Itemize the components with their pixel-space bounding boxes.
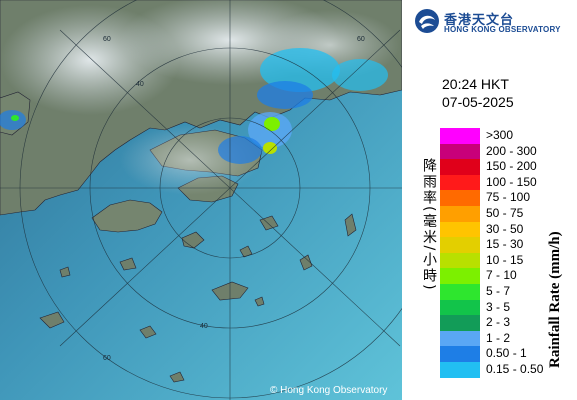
legend-swatch xyxy=(440,174,480,191)
logo-name-english: HONG KONG OBSERVATORY xyxy=(444,25,561,34)
outlying-islands xyxy=(39,213,357,383)
legend-swatch xyxy=(440,346,480,362)
legend-item: 30 - 50 xyxy=(440,221,540,238)
ring-label: 40 xyxy=(200,323,208,330)
legend-swatch xyxy=(440,237,480,253)
observation-time: 20:24 HKT xyxy=(442,76,509,92)
legend-item: 100 - 150 xyxy=(440,174,540,191)
legend-swatch xyxy=(440,268,480,284)
legend-item: 150 - 200 xyxy=(440,159,540,175)
legend-item: 7 - 10 xyxy=(440,268,540,284)
legend-swatch xyxy=(440,252,480,269)
legend-range-label: 5 - 7 xyxy=(486,283,511,298)
legend-swatch xyxy=(440,315,480,331)
legend-swatch xyxy=(440,205,480,222)
legend-range-label: 200 - 300 xyxy=(486,143,537,158)
copyright-notice: © Hong Kong Observatory xyxy=(270,385,388,396)
legend-range-label: 0.15 - 0.50 xyxy=(486,361,544,376)
legend-item: 0.15 - 0.50 xyxy=(440,361,544,378)
legend-title-english: Rainfall Rate (mm/h) xyxy=(547,231,563,368)
legend-item: 50 - 75 xyxy=(440,205,540,222)
legend-swatch xyxy=(440,143,480,160)
logo-name-chinese: 香港天文台 xyxy=(444,13,515,28)
ring-label: 60 xyxy=(357,36,365,43)
ring-label: 60 xyxy=(103,355,111,362)
legend-item: 75 - 100 xyxy=(440,190,540,206)
legend-item: 1 - 2 xyxy=(440,330,540,347)
lantau-island xyxy=(91,199,163,233)
legend-swatch xyxy=(440,159,480,175)
range-rings xyxy=(0,0,402,400)
legend-range-label: 15 - 30 xyxy=(486,237,524,252)
legend-item: >300 xyxy=(440,128,540,144)
observation-date: 07-05-2025 xyxy=(442,94,514,110)
legend-range-label: 1 - 2 xyxy=(486,330,511,345)
legend-swatch xyxy=(440,299,480,316)
legend-range-label: 2 - 3 xyxy=(486,315,511,330)
legend-panel: 香港天文台 HONG KONG OBSERVATORY 20:24 HKT 07… xyxy=(402,0,577,400)
legend-title-chinese: 降雨率(毫米/小時) xyxy=(421,158,437,292)
legend-range-label: 10 - 15 xyxy=(486,252,524,267)
legend-swatch xyxy=(440,221,480,238)
legend-range-label: 75 - 100 xyxy=(486,190,531,205)
legend-item: 0.50 - 1 xyxy=(440,346,540,362)
ring-label: 60 xyxy=(103,36,111,43)
legend-range-label: 150 - 200 xyxy=(486,159,537,174)
radar-map[interactable]: 60 60 40 40 60 © Hong Kong Observatory xyxy=(0,0,402,400)
legend-range-label: 100 - 150 xyxy=(486,174,537,189)
ring-label: 40 xyxy=(136,81,144,88)
legend-item: 15 - 30 xyxy=(440,237,540,253)
legend-swatch xyxy=(440,361,480,378)
legend-item: 10 - 15 xyxy=(440,252,540,269)
legend-swatch xyxy=(440,283,480,300)
hko-logo[interactable]: 香港天文台 HONG KONG OBSERVATORY xyxy=(414,6,574,36)
legend-item: 200 - 300 xyxy=(440,143,540,160)
legend-item: 2 - 3 xyxy=(440,315,540,331)
legend-item: 5 - 7 xyxy=(440,283,540,300)
legend-swatch xyxy=(440,330,480,347)
hko-logo-icon xyxy=(415,9,439,33)
legend-item: 3 - 5 xyxy=(440,299,540,316)
legend-range-label: 3 - 5 xyxy=(486,299,511,314)
legend-range-label: 30 - 50 xyxy=(486,221,524,236)
legend-range-label: >300 xyxy=(486,128,514,142)
legend-range-label: 50 - 75 xyxy=(486,205,524,220)
ring-labels: 60 60 40 40 60 xyxy=(103,36,365,362)
legend-swatch xyxy=(440,128,480,144)
legend-swatch xyxy=(440,190,480,206)
legend-range-label: 7 - 10 xyxy=(486,268,517,283)
radar-map-canvas: 60 60 40 40 60 xyxy=(0,0,402,400)
legend-range-label: 0.50 - 1 xyxy=(486,346,527,361)
rainfall-legend: >300 200 - 300 150 - 200 100 - 150 75 - 100 5… xyxy=(440,128,544,378)
